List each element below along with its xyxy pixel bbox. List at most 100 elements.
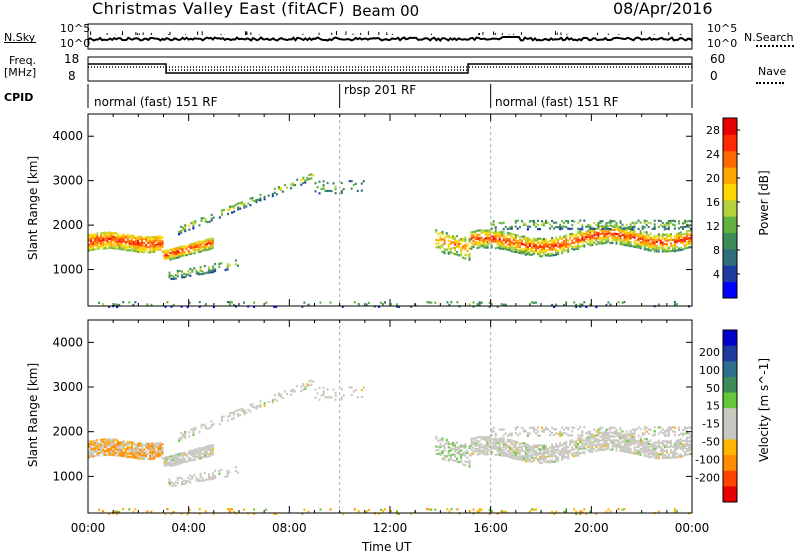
- velocity-cell: [486, 436, 489, 439]
- velocity-cell: [500, 437, 503, 440]
- power-cell: [435, 238, 438, 241]
- power-cell: [625, 238, 628, 241]
- velocity-cell: [657, 442, 660, 445]
- power-cell: [565, 239, 568, 242]
- velocity-cell: [484, 439, 487, 443]
- power-cell: [496, 239, 499, 242]
- power-cell: [120, 244, 123, 247]
- power-cell: [157, 239, 160, 242]
- velocity-cell: [175, 453, 178, 456]
- velocity-cell: [494, 438, 497, 441]
- velocity-cell: [659, 448, 662, 451]
- power-cell: [514, 233, 517, 237]
- velocity-cell: [603, 432, 606, 435]
- velocity-cell: [583, 426, 586, 429]
- velocity-cell: [545, 455, 548, 458]
- nave-tick-top: 60: [710, 52, 726, 66]
- velocity-cell: [207, 446, 210, 449]
- velocity-cell: [271, 401, 274, 404]
- power-cell: [472, 301, 475, 304]
- power-cell: [508, 226, 511, 229]
- power-cell: [147, 246, 150, 249]
- velocity-cell: [492, 445, 495, 448]
- power-cell: [611, 225, 614, 228]
- power-cell: [290, 187, 293, 190]
- velocity-cell: [645, 426, 648, 429]
- power-cell: [593, 221, 596, 225]
- power-cell: [547, 243, 550, 246]
- power-cell: [204, 303, 207, 306]
- velocity-colorbar-segment: [723, 361, 737, 378]
- power-cell: [357, 303, 360, 306]
- power-cell: [120, 234, 123, 237]
- power-cell: [609, 219, 612, 222]
- power-cell: [443, 248, 446, 251]
- velocity-cell: [599, 445, 602, 448]
- velocity-cell: [292, 388, 295, 391]
- power-cell: [163, 254, 166, 257]
- power-cell: [122, 301, 125, 304]
- velocity-cell: [686, 432, 689, 435]
- power-cell: [112, 238, 115, 241]
- velocity-cell: [639, 444, 642, 447]
- power-cell: [675, 303, 678, 306]
- power-cell: [541, 220, 544, 223]
- nave-label: Nave: [758, 65, 787, 78]
- velocity-cell: [484, 438, 487, 441]
- velocity-cell: [585, 432, 588, 435]
- power-cell: [294, 184, 297, 187]
- velocity-cell: [535, 428, 538, 431]
- velocity-cell: [200, 423, 203, 426]
- power-cell: [163, 257, 166, 260]
- power-cell: [94, 244, 97, 247]
- power-cell: [690, 232, 693, 235]
- power-cell: [498, 232, 501, 235]
- velocity-cell: [211, 445, 214, 448]
- power-cell: [193, 248, 196, 251]
- velocity-cell: [212, 512, 215, 516]
- power-cell: [633, 222, 636, 225]
- power-cell: [541, 249, 544, 252]
- velocity-cell: [149, 444, 152, 448]
- power-cell: [585, 225, 588, 228]
- velocity-cell: [149, 454, 152, 457]
- velocity-cell: [681, 449, 684, 452]
- power-cell: [627, 233, 630, 236]
- velocity-cell: [677, 455, 680, 459]
- velocity-cell: [306, 383, 309, 386]
- velocity-cell: [587, 432, 590, 435]
- power-cell: [110, 243, 113, 246]
- power-cell: [437, 242, 440, 245]
- ytick-label: 3000: [52, 174, 83, 188]
- velocity-cell: [90, 442, 93, 445]
- velocity-cell: [621, 437, 624, 440]
- power-cell: [439, 236, 442, 239]
- power-cell: [184, 228, 187, 231]
- velocity-cell: [220, 468, 223, 471]
- power-cell: [169, 254, 172, 257]
- power-cell: [683, 225, 686, 229]
- power-colorbar-segment: [723, 216, 737, 234]
- velocity-cell: [633, 446, 636, 450]
- velocity-cell: [549, 450, 552, 453]
- power-cell: [161, 240, 164, 243]
- power-cell: [464, 240, 467, 243]
- velocity-cell: [637, 442, 640, 445]
- power-cell: [605, 303, 608, 307]
- velocity-cell: [579, 510, 582, 513]
- power-cell: [681, 242, 684, 245]
- velocity-cell: [480, 443, 483, 446]
- velocity-cell: [520, 455, 523, 458]
- velocity-cell: [599, 426, 602, 429]
- velocity-cell: [118, 441, 121, 444]
- power-cell: [657, 225, 660, 229]
- power-cell: [112, 239, 115, 242]
- velocity-cell: [549, 453, 552, 456]
- velocity-cell: [557, 452, 560, 455]
- power-colorbar-segment: [723, 134, 737, 152]
- velocity-cell: [207, 452, 210, 456]
- power-cell: [589, 229, 592, 232]
- power-cell: [300, 179, 303, 182]
- power-cell: [207, 266, 210, 269]
- velocity-cell: [553, 452, 556, 456]
